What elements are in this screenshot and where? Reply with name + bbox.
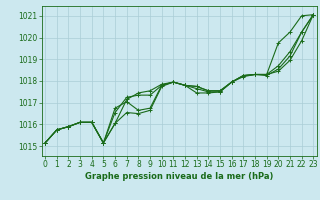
X-axis label: Graphe pression niveau de la mer (hPa): Graphe pression niveau de la mer (hPa) — [85, 172, 273, 181]
